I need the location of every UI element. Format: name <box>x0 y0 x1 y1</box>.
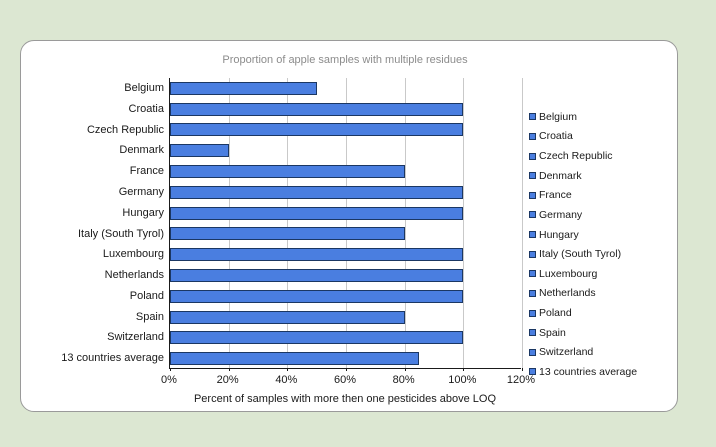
y-axis-label: Italy (South Tyrol) <box>78 227 164 240</box>
y-axis-labels: Belgium Croatia Czech Republic Denmark Franc… <box>21 78 164 369</box>
x-axis-title: Percent of samples with more then one pe… <box>193 393 497 405</box>
legend-marker-icon <box>529 132 536 140</box>
legend-item: Netherlands <box>529 284 679 304</box>
gridline <box>522 78 523 368</box>
y-axis-label: Czech Republic <box>86 123 164 136</box>
x-axis-tick <box>287 368 289 371</box>
y-axis-label: Belgium <box>124 82 164 94</box>
legend-marker-icon <box>529 231 536 239</box>
legend-label: Italy (South Tyrol) <box>539 248 622 261</box>
y-axis-label: Croatia <box>128 102 164 115</box>
bar-luxembourg <box>170 248 464 262</box>
legend-label: Croatia <box>539 130 573 143</box>
x-axis-tick-label: 100% <box>448 374 477 386</box>
y-axis-label: Denmark <box>119 144 164 157</box>
bar-czech-republic <box>170 123 464 137</box>
legend-item: Italy (South Tyrol) <box>529 244 679 264</box>
legend-label: Switzerland <box>539 346 594 359</box>
legend-item: 13 countries average <box>529 362 679 382</box>
x-axis-tick <box>228 368 230 371</box>
legend-label: Netherlands <box>539 287 596 300</box>
bar-italy-south-tyrol- <box>170 227 405 241</box>
legend-marker-icon <box>529 289 536 297</box>
y-axis-label: Germany <box>118 185 164 198</box>
legend-label: Luxembourg <box>539 267 598 280</box>
bar-france <box>170 165 405 179</box>
bar-belgium <box>170 81 317 95</box>
legend-item: Luxembourg <box>529 264 679 284</box>
y-axis-label: France <box>129 165 164 178</box>
y-axis-label: Luxembourg <box>102 248 164 261</box>
legend-label: Denmark <box>539 169 582 182</box>
x-axis-tick <box>522 368 523 371</box>
legend-marker-icon <box>529 172 536 180</box>
bar-netherlands <box>170 268 464 282</box>
legend: Belgium Croatia Czech Republic Denmark Franc… <box>529 107 679 382</box>
x-axis-tick-label: 120% <box>506 374 536 386</box>
legend-item: Poland <box>529 303 679 323</box>
legend-label: Belgium <box>539 110 577 123</box>
legend-marker-icon <box>529 309 536 317</box>
bar-croatia <box>170 102 464 116</box>
y-axis-label: Netherlands <box>104 269 164 282</box>
bar-germany <box>170 185 464 199</box>
y-axis-label: Switzerland <box>107 331 164 344</box>
x-axis-tick <box>463 368 465 371</box>
y-axis-label: Poland <box>129 289 164 302</box>
gridline <box>346 78 347 368</box>
legend-item: Germany <box>529 205 679 225</box>
x-axis-tick <box>170 368 171 371</box>
chart-card: Proportion of apple samples with multipl… <box>20 40 678 412</box>
x-axis-tick-label: 60% <box>333 374 357 386</box>
x-axis-tick <box>404 368 406 371</box>
legend-marker-icon <box>529 250 536 258</box>
y-axis-label: Spain <box>135 310 164 323</box>
legend-label: Spain <box>539 326 566 339</box>
legend-item: Denmark <box>529 166 679 186</box>
legend-marker-icon <box>529 270 536 278</box>
x-axis-tick-label: 0% <box>161 374 177 386</box>
bar-denmark <box>170 144 229 158</box>
gridline <box>404 78 406 368</box>
legend-label: Poland <box>539 307 572 320</box>
legend-item: Belgium <box>529 107 679 127</box>
y-axis-label: Hungary <box>122 206 164 219</box>
bar-switzerland <box>170 331 464 345</box>
gridline <box>228 78 230 368</box>
bar-13-countries-average <box>170 352 420 366</box>
y-axis-label: 13 countries average <box>61 352 164 365</box>
legend-label: Hungary <box>539 228 579 241</box>
legend-item: France <box>529 186 679 206</box>
plot-area <box>169 78 523 371</box>
legend-marker-icon <box>529 152 536 160</box>
legend-marker-icon <box>529 329 536 337</box>
legend-marker-icon <box>529 368 536 376</box>
x-axis-tick-label: 20% <box>216 374 239 386</box>
x-axis-tick-label: 80% <box>392 374 415 386</box>
legend-marker-icon <box>529 113 536 121</box>
legend-marker-icon <box>529 211 536 219</box>
bar-poland <box>170 289 464 303</box>
legend-label: 13 countries average <box>539 365 638 378</box>
legend-item: Croatia <box>529 127 679 147</box>
legend-marker-icon <box>529 191 536 199</box>
x-axis-tick-label: 40% <box>275 374 298 386</box>
chart-title: Proportion of apple samples with multipl… <box>222 54 468 66</box>
bar-hungary <box>170 206 464 220</box>
legend-item: Switzerland <box>529 343 679 363</box>
legend-item: Spain <box>529 323 679 343</box>
gridline <box>463 78 465 368</box>
legend-label: France <box>539 189 572 202</box>
x-axis-tick <box>346 368 347 371</box>
legend-label: Czech Republic <box>539 150 613 163</box>
bar-spain <box>170 310 405 324</box>
legend-item: Czech Republic <box>529 146 679 166</box>
legend-marker-icon <box>529 348 536 356</box>
legend-item: Hungary <box>529 225 679 245</box>
gridline <box>287 78 289 368</box>
legend-label: Germany <box>539 208 583 221</box>
